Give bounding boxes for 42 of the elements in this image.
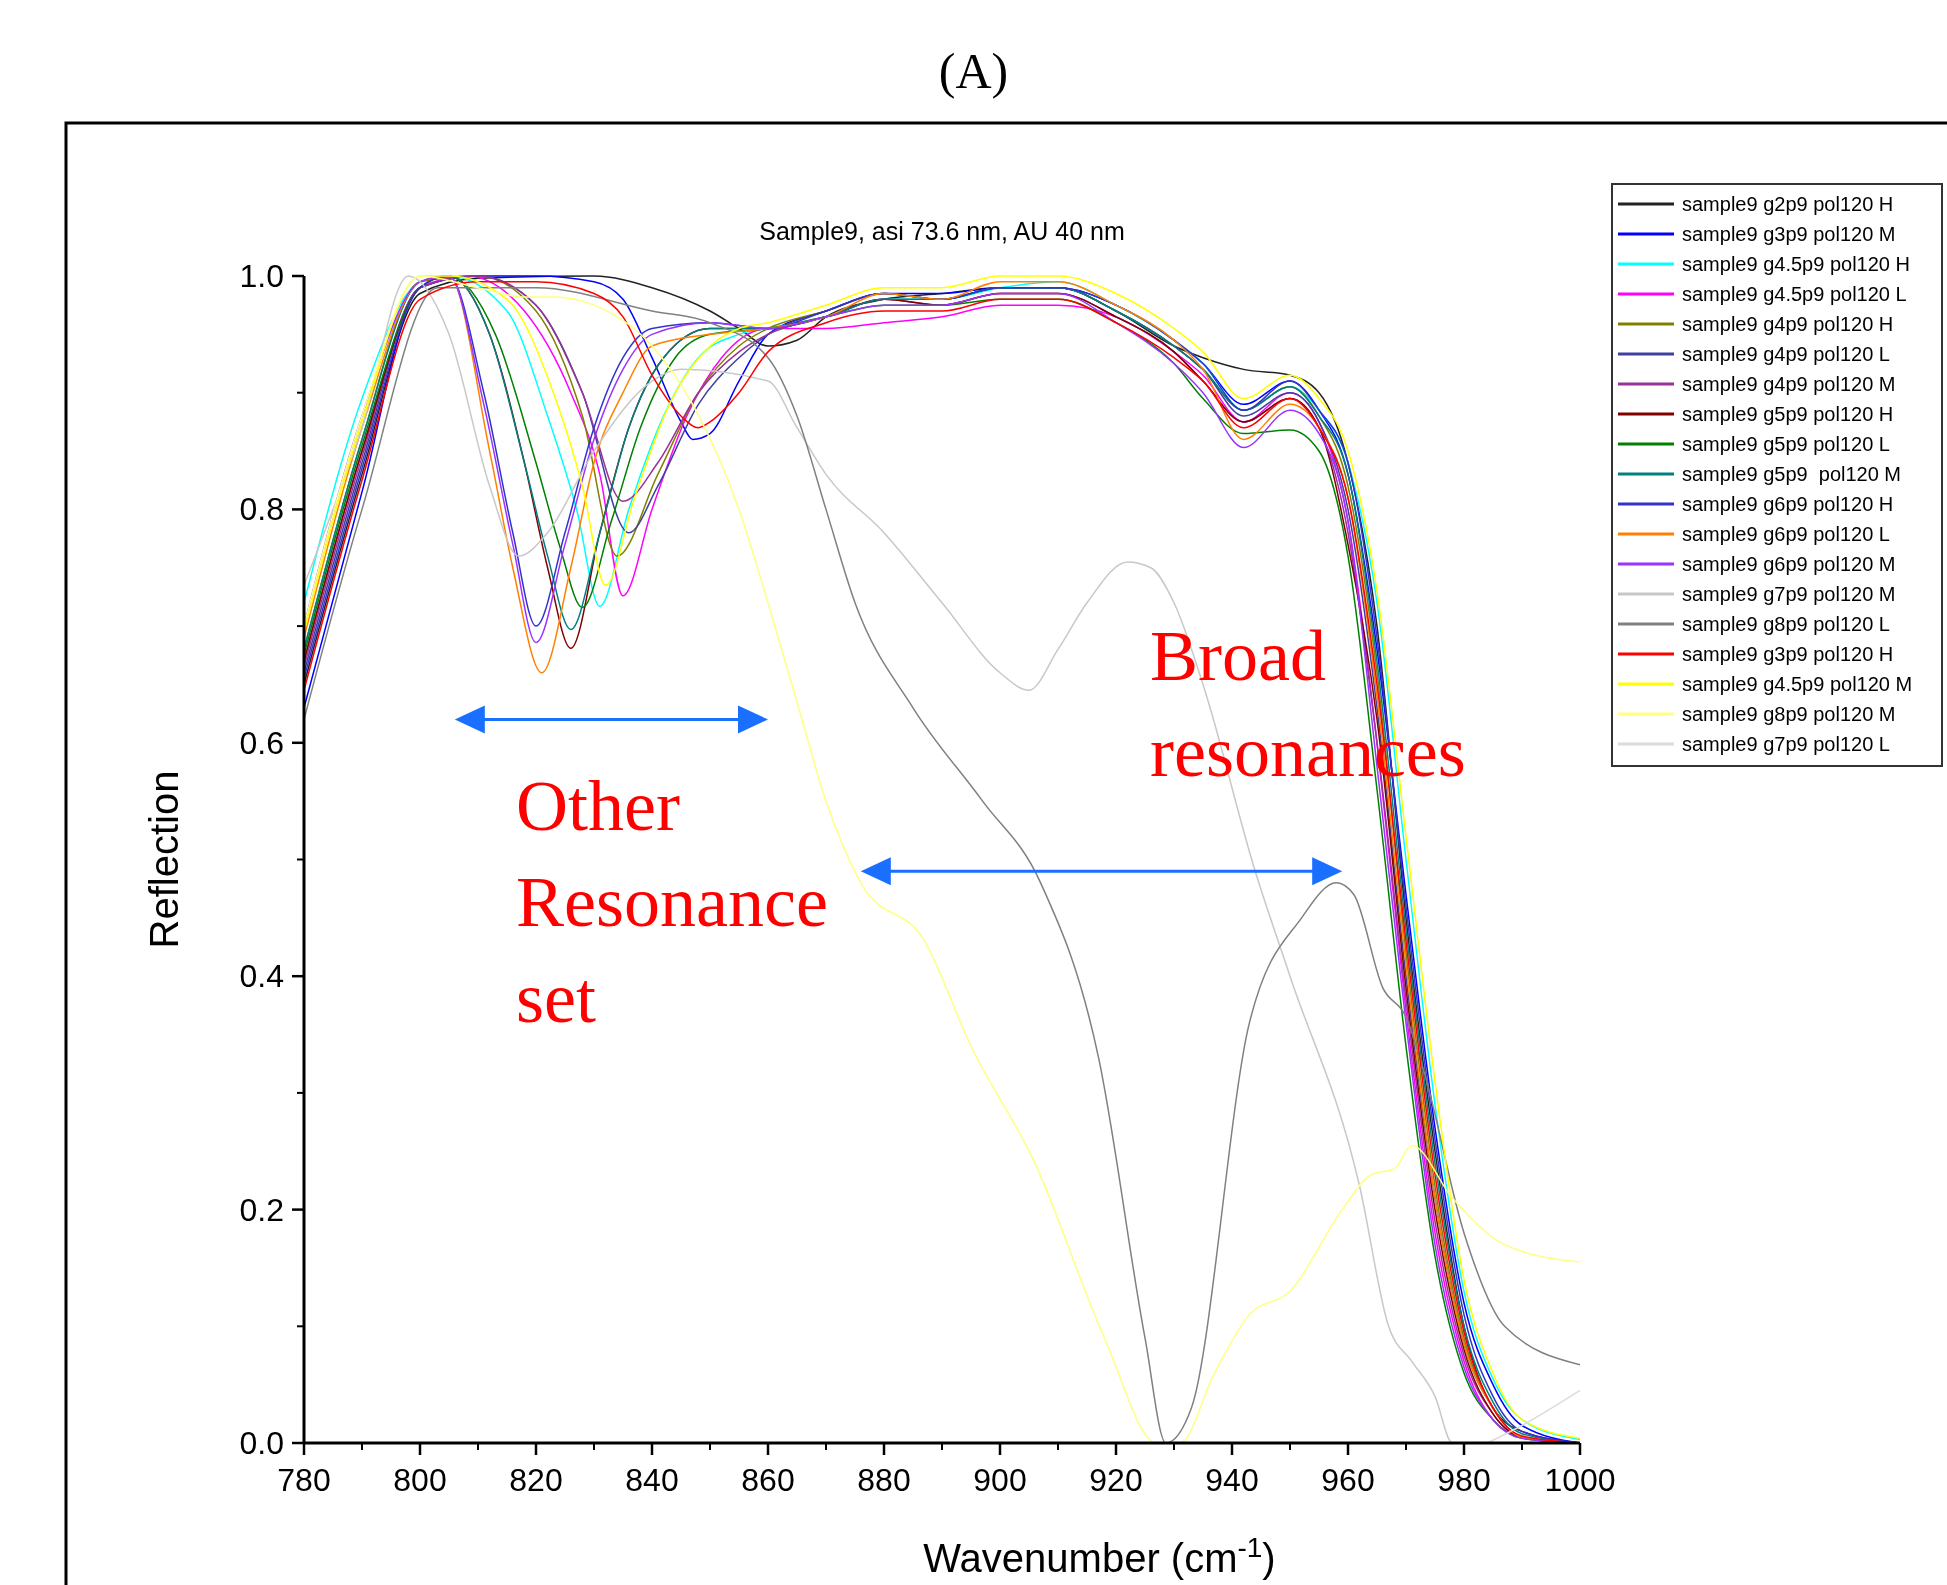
x-tick-label: 820 [509,1462,563,1498]
legend-label: sample9 g8p9 pol120 L [1682,613,1890,635]
y-tick-label: 0.4 [239,958,284,995]
legend-label: sample9 g7p9 pol120 M [1682,583,1896,605]
x-tick-label: 880 [857,1462,911,1498]
chart-subtitle: Sample9, asi 73.6 nm, AU 40 nm [759,217,1125,245]
x-tick-label: 920 [1089,1462,1143,1498]
y-tick-label: 1.0 [239,258,284,294]
legend-label: sample9 g4.5p9 pol120 M [1682,673,1913,695]
legend-label: sample9 g6p9 pol120 H [1682,493,1894,515]
x-tick-label: 1000 [1544,1462,1616,1498]
legend-label: sample9 g4p9 pol120 H [1682,313,1894,335]
x-tick-label: 800 [393,1462,447,1498]
x-tick-label: 860 [741,1462,795,1498]
legend-label: sample9 g5p9 pol120 L [1682,433,1890,455]
x-tick-label: 940 [1205,1462,1259,1498]
legend-label: sample9 g6p9 pol120 M [1682,553,1896,575]
y-tick-label: 0.8 [239,491,284,528]
x-tick-label: 780 [277,1462,331,1498]
legend-label: sample9 g4p9 pol120 L [1682,343,1890,365]
x-tick-label: 960 [1321,1462,1375,1498]
y-tick-label: 0.6 [239,724,284,761]
x-tick-label: 980 [1437,1462,1491,1498]
legend-label: sample9 g5p9 pol120 H [1682,403,1894,425]
legend-label: sample9 g3p9 pol120 H [1682,643,1894,665]
legend-label: sample9 g2p9 pol120 H [1682,193,1894,215]
x-axis-title: Wavenumber (cm$^{-1}$) [923,1531,1276,1580]
y-axis-title: Reflection [142,770,186,949]
legend-label: sample9 g3p9 pol120 M [1682,223,1896,245]
chart-title: (A) [938,43,1009,99]
legend-label: sample9 g4p9 pol120 M [1682,373,1896,395]
legend-label: sample9 g8p9 pol120 M [1682,703,1896,725]
legend-label: sample9 g6p9 pol120 L [1682,523,1890,545]
legend-label: sample9 g4.5p9 pol120 H [1682,253,1910,275]
x-tick-label: 840 [625,1462,679,1498]
y-tick-label: 0.2 [239,1191,284,1228]
legend-label: sample9 g4.5p9 pol120 L [1682,283,1907,305]
legend-label: sample9 g7p9 pol120 L [1682,733,1890,755]
annotation: Other Resonance set [516,766,828,1038]
x-tick-label: 900 [973,1462,1027,1498]
y-tick-label: 0.0 [239,1425,284,1461]
legend-label: sample9 g5p9 pol120 M [1682,463,1902,485]
